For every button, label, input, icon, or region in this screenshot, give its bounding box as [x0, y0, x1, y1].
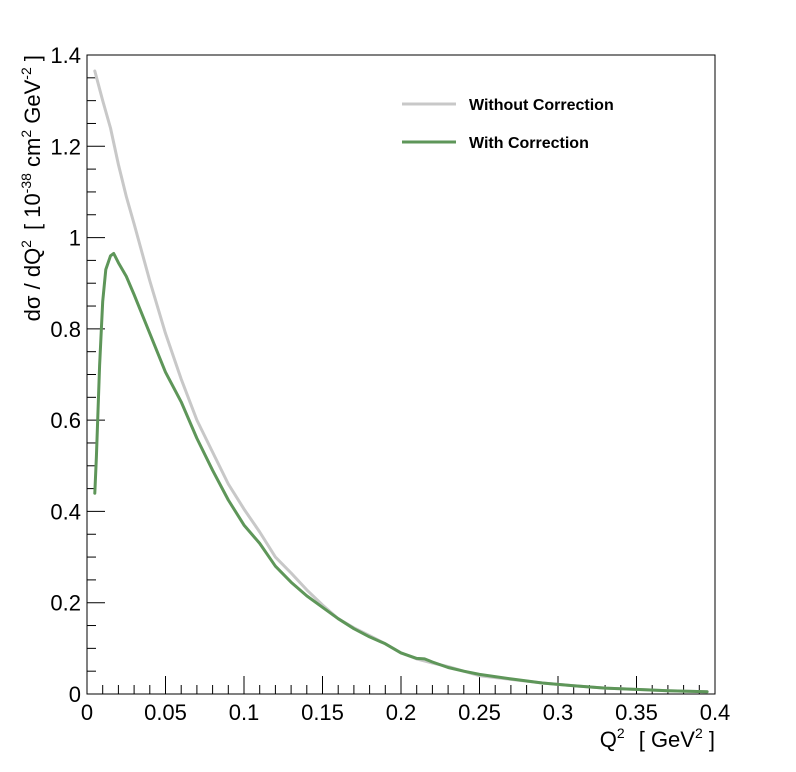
y-tick-label: 0.2	[50, 591, 81, 616]
y-tick-label: 0.8	[50, 317, 81, 342]
y-tick-label: 1	[69, 226, 81, 251]
x-tick-label: 0.2	[386, 700, 417, 725]
x-axis: 0 0.05 0.1 0.15 0.2 0.25 0.3 0.35 0.4	[81, 676, 730, 725]
x-tick-label: 0.1	[229, 700, 260, 725]
series-line-with-correction	[93, 252, 709, 694]
x-tick-label: 0	[81, 700, 93, 725]
legend-label: With Correction	[469, 135, 589, 152]
x-tick-label: 0.25	[458, 700, 501, 725]
legend-label: Without Correction	[469, 97, 614, 114]
x-tick-label: 0.35	[615, 700, 658, 725]
series-line-without-correction	[93, 69, 709, 694]
y-tick-label: 0	[69, 682, 81, 707]
legend: Without Correction With Correction	[402, 97, 614, 152]
x-tick-label: 0.3	[543, 700, 574, 725]
y-tick-label: 0.6	[50, 408, 81, 433]
x-axis-title: Q2[ GeV2 ]	[600, 725, 715, 752]
y-tick-label: 1.4	[50, 43, 81, 68]
y-axis: 0 0.2 0.4 0.6 0.8 1 1.2 1.4	[50, 43, 105, 707]
y-tick-label: 0.4	[50, 499, 81, 524]
x-tick-label: 0.05	[144, 700, 187, 725]
y-tick-label: 1.2	[50, 134, 81, 159]
x-tick-label: 0.15	[301, 700, 344, 725]
series-layer	[93, 69, 709, 694]
x-tick-label: 0.4	[700, 700, 731, 725]
y-axis-title: dσ / dQ2[ 10-38 cm2 GeV-2 ]	[18, 55, 45, 321]
